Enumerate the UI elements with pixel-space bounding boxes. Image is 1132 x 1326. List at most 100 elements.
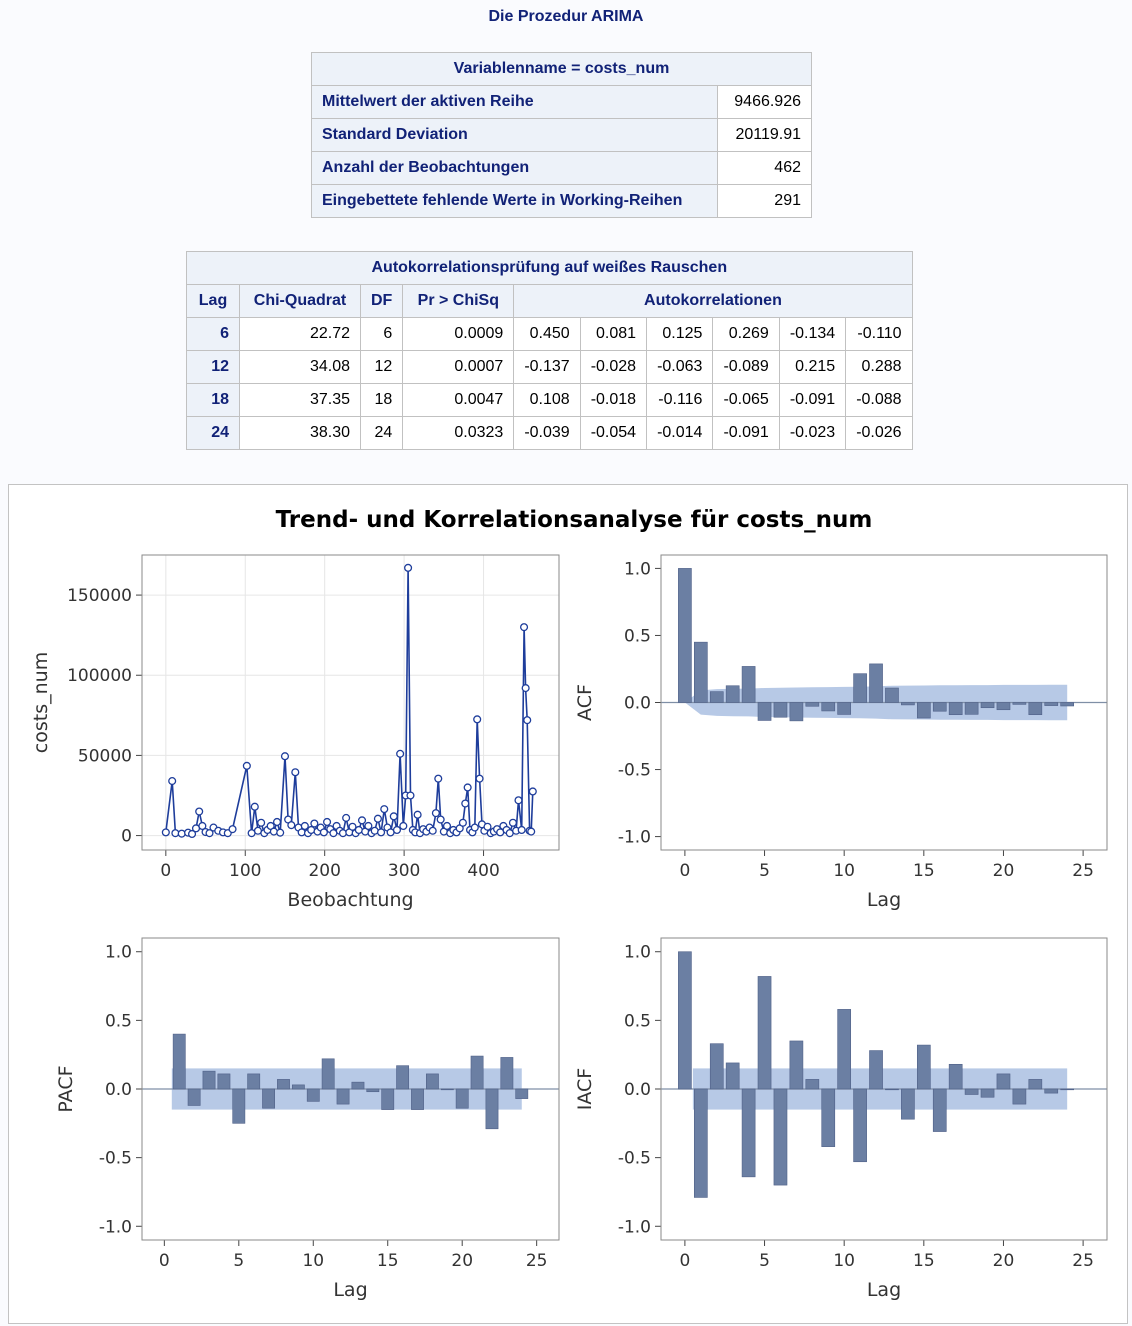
- autocorr-cell: -0.065: [712, 383, 780, 417]
- bar: [805, 702, 820, 707]
- data-point: [436, 815, 445, 824]
- data-point: [389, 812, 398, 821]
- bar: [932, 702, 947, 712]
- y-tick-label: -0.5: [99, 1149, 132, 1169]
- whitenoise-table: Autokorrelationsprüfung auf weißes Rausc…: [186, 251, 913, 450]
- y-tick-label: -1.0: [99, 1217, 132, 1237]
- data-point: [373, 814, 382, 823]
- bar: [693, 641, 708, 703]
- bar: [901, 1088, 915, 1120]
- data-point: [431, 809, 440, 818]
- bar: [741, 1088, 756, 1178]
- col-header-chisq: Chi-Quadrat: [239, 284, 361, 318]
- autocorr-cell: -0.014: [646, 416, 714, 450]
- row-label: Eingebettete fehlende Werte in Working-R…: [311, 184, 718, 218]
- data-point: [348, 822, 357, 831]
- bar: [805, 1079, 820, 1090]
- df-cell: 12: [359, 350, 404, 384]
- data-point: [399, 821, 408, 831]
- data-point: [161, 828, 170, 837]
- row-value: 291: [717, 184, 812, 218]
- bar: [725, 685, 740, 703]
- lag-cell: 24: [186, 416, 240, 450]
- bar: [789, 702, 804, 722]
- data-point: [404, 563, 413, 572]
- y-tick-label: 150000: [67, 586, 132, 606]
- plot-area: [142, 555, 559, 850]
- x-tick-label: 0: [679, 861, 690, 881]
- lag-cell: 18: [186, 383, 240, 417]
- bar: [455, 1088, 469, 1109]
- bar: [980, 1088, 995, 1098]
- y-tick-label: -0.5: [618, 761, 651, 781]
- data-point: [177, 829, 186, 838]
- table-row: Mittelwert der aktiven Reihe 9466.926: [311, 85, 812, 119]
- data-point: [413, 810, 422, 819]
- bar: [202, 1070, 216, 1090]
- bar: [709, 1043, 724, 1090]
- df-cell: 18: [359, 383, 404, 417]
- bar: [821, 1088, 836, 1147]
- x-tick-label: 15: [377, 1251, 399, 1271]
- bar: [396, 1065, 410, 1090]
- y-tick-label: 0.0: [624, 694, 651, 714]
- pacf-plot: 0 5 10 15 20 25 1.0 0.5 0.0 -0.5 -1.0 Lag PACF: [55, 937, 560, 1301]
- data-point: [517, 825, 526, 835]
- bar: [381, 1088, 395, 1110]
- bar: [1012, 1088, 1027, 1105]
- data-point: [406, 791, 415, 800]
- bar: [262, 1088, 275, 1109]
- x-tick-label: 25: [526, 1251, 548, 1271]
- row-value: 20119.91: [717, 118, 812, 152]
- x-tick-label: 15: [913, 861, 935, 881]
- bar: [247, 1073, 261, 1090]
- data-point: [310, 819, 319, 828]
- data-point: [323, 817, 332, 826]
- bar: [500, 1057, 514, 1090]
- plot-frame: [141, 554, 560, 851]
- bar: [351, 1081, 365, 1090]
- bar: [321, 1058, 335, 1090]
- table-row: Eingebettete fehlende Werte in Working-R…: [311, 184, 812, 218]
- bar: [217, 1073, 231, 1090]
- data-point: [528, 787, 537, 796]
- data-point: [483, 822, 492, 831]
- x-tick-label: 15: [913, 1251, 935, 1271]
- procedure-title: Die Prozedur ARIMA: [488, 8, 644, 25]
- bar: [336, 1088, 350, 1105]
- whitenoise-table-title: Autokorrelationsprüfung auf weißes Rausc…: [186, 251, 913, 285]
- bar: [964, 702, 979, 715]
- bar: [885, 1088, 899, 1091]
- autocorr-cell: 0.215: [778, 350, 847, 384]
- autocorr-cell: -0.054: [579, 416, 648, 450]
- bar: [232, 1088, 246, 1124]
- x-tick-label: 300: [388, 861, 420, 881]
- data-point: [319, 828, 328, 837]
- autocorr-cell: -0.091: [778, 383, 847, 417]
- table-row: 12 34.08 12 0.0007 -0.137 -0.028 -0.063 -0.089 0…: [186, 350, 913, 384]
- table-header-row: Lag Chi-Quadrat DF Pr > ChiSq Autokorrel…: [186, 284, 913, 318]
- df-cell: 6: [359, 317, 404, 351]
- lag-cell: 12: [186, 350, 240, 384]
- data-point: [342, 813, 351, 822]
- bar: [821, 702, 836, 712]
- y-tick-label: 0.5: [624, 1011, 651, 1031]
- bar: [773, 702, 788, 718]
- row-label: Mittelwert der aktiven Reihe: [311, 85, 718, 119]
- table-row: 6 22.72 6 0.0009 0.450 0.081 0.125 0.269 -0.134-…: [186, 317, 913, 351]
- x-tick-label: 25: [1072, 1251, 1094, 1271]
- bar: [1060, 1088, 1075, 1091]
- row-label: Anzahl der Beobachtungen: [311, 151, 718, 185]
- p-cell: 0.0007: [402, 350, 515, 384]
- bar: [1028, 1079, 1043, 1090]
- bar: [948, 702, 963, 716]
- p-cell: 0.0047: [402, 383, 515, 417]
- bar: [741, 666, 756, 703]
- chisq-cell: 37.35: [239, 383, 361, 417]
- bar: [869, 663, 883, 703]
- bar: [996, 1073, 1011, 1090]
- data-point: [242, 761, 251, 770]
- x-tick-label: 0: [679, 1251, 690, 1271]
- data-point: [364, 821, 373, 831]
- data-point: [297, 828, 306, 837]
